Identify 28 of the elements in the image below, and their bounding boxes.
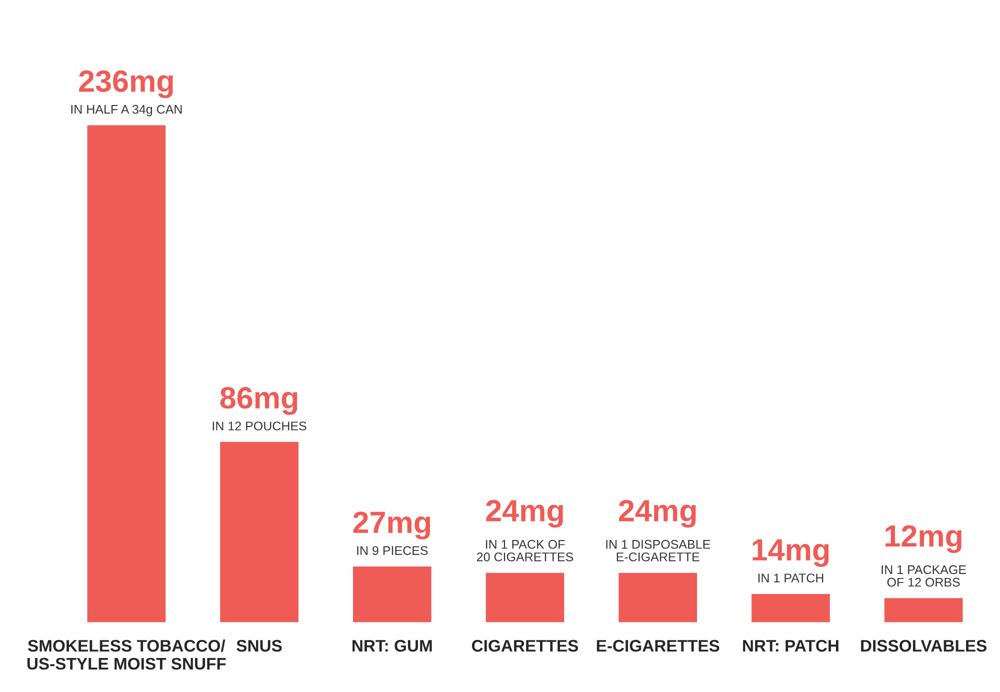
data-label: 12mg xyxy=(886,525,962,554)
x-tick-label: SNUS xyxy=(236,640,282,652)
data-label: 27mg xyxy=(353,512,430,540)
bar xyxy=(883,596,964,623)
annotation: IN 9 PIECES xyxy=(357,546,428,555)
bar xyxy=(352,565,433,623)
annotation: IN 1 PATCH xyxy=(758,574,824,582)
data-label: 236mg xyxy=(79,70,173,98)
bar xyxy=(750,592,832,623)
x-tick-label: CIGARETTES xyxy=(472,640,578,652)
x-tick-label: DISSOLVABLES xyxy=(861,640,987,652)
annotation: IN 1 DISPOSABLE E-CIGARETTE xyxy=(606,540,710,562)
bar xyxy=(218,440,300,623)
data-label: 14mg xyxy=(752,539,829,567)
x-tick-label: NRT: PATCH xyxy=(743,640,838,652)
bar xyxy=(484,571,566,623)
x-tick-label: NRT: GUM xyxy=(352,640,432,652)
annotation: IN HALF A 34g CAN xyxy=(71,104,182,116)
annotation: IN 1 PACKAGE OF 12 ORBS xyxy=(882,565,966,587)
bar xyxy=(86,124,167,623)
bar xyxy=(617,571,698,623)
data-label: 24mg xyxy=(486,500,563,528)
annotation: IN 12 POUCHES xyxy=(212,422,306,430)
annotation: IN 1 PACK OF 20 CIGARETTES xyxy=(477,540,574,562)
x-tick-label: E-CIGARETTES xyxy=(596,640,720,652)
x-tick-label: SMOKELESS TOBACCO/ US-STYLE MOIST SNUFF xyxy=(27,639,226,670)
data-label: 86mg xyxy=(220,387,298,415)
data-label: 24mg xyxy=(619,500,696,528)
